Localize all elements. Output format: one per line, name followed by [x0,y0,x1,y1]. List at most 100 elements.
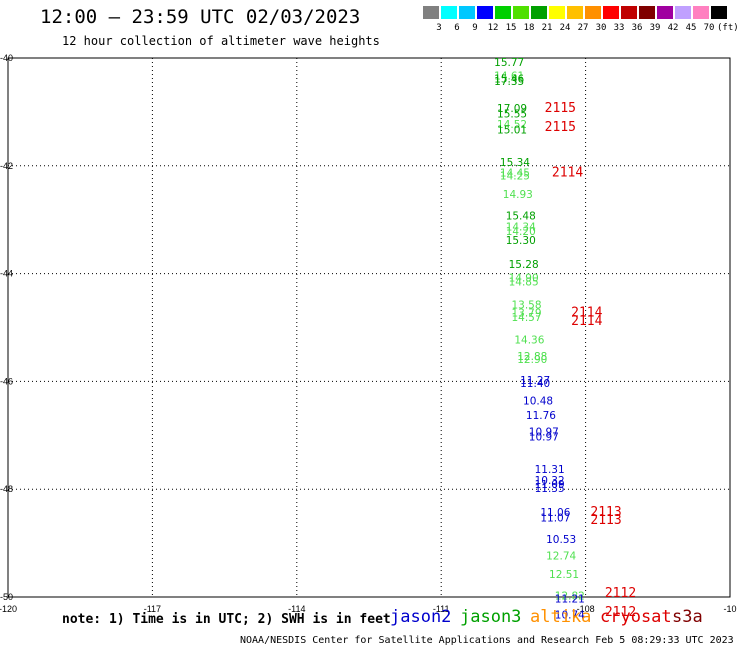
x-tick-label: -114 [288,604,305,614]
chart-subtitle: 12 hour collection of altimeter wave hei… [62,34,380,48]
track-label: 2114 [571,306,602,321]
swh-label: 13.79 [511,308,541,320]
colorbar-unit: (ft) [717,23,739,33]
colorbar-label: 12 [487,23,499,33]
legend-jason3: jason3 [460,607,522,627]
y-tick-label: -50 [0,592,13,602]
colorbar-swatch [675,6,691,19]
swh-label: 17.35 [494,76,524,88]
x-tick-label: -117 [144,604,161,614]
swh-label: 11.35 [535,483,565,495]
swh-label: 10.74 [555,610,585,622]
swh-label: 15.34 [500,157,530,169]
colorbar-label: 18 [523,23,535,33]
swh-label: 10.48 [523,396,553,408]
swh-label: 12.74 [546,550,576,562]
swh-label: 14.25 [500,170,530,182]
colorbar-label: 15 [505,23,517,33]
colorbar-label: 39 [649,23,661,33]
swh-label: 11.31 [535,464,565,476]
track-label: 2112 [605,605,636,620]
swh-label: 14.52 [497,119,527,131]
swh-label: 14.36 [514,335,544,347]
colorbar-label: 6 [454,23,460,33]
x-tick-label: -108 [577,604,595,614]
x-tick-label: -10 [723,604,736,614]
footer-credit: NOAA/NESDIS Center for Satellite Applica… [240,635,734,646]
y-tick-label: -40 [0,53,13,63]
swh-label: 15.55 [497,108,527,120]
swh-label: 11.21 [555,593,585,605]
track-label: 2114 [552,166,583,181]
colorbar-swatch [711,6,727,19]
colorbar-swatch [693,6,709,19]
track-label: 2114 [571,314,602,329]
swh-label: 14.45 [500,168,530,180]
colorbar-swatch [477,6,493,19]
colorbar-label: 36 [631,23,643,33]
swh-label: 12.88 [517,351,547,363]
colorbar-label: 24 [559,23,571,33]
track-label: 2113 [590,513,621,528]
swh-label: 11.27 [520,375,550,387]
colorbar-swatch [549,6,565,19]
colorbar-swatch [513,6,529,19]
colorbar-swatch [459,6,475,19]
swh-label: 14.20 [506,226,536,238]
swh-label: 15.77 [494,57,524,69]
swh-label: 13.58 [511,300,541,312]
swh-label: 12.90 [517,354,547,366]
swh-label: 10.53 [546,534,576,546]
swh-label: 12.82 [555,591,585,603]
swh-label: 15.30 [506,235,536,247]
colorbar-label: 30 [595,23,607,33]
swh-label: 11.09 [535,479,565,491]
swh-label: 11.06 [540,507,570,519]
colorbar-swatch [531,6,547,19]
colorbar-swatch [441,6,457,19]
x-tick-label: -120 [0,604,17,614]
y-tick-label: -48 [0,484,13,494]
colorbar-label: 3 [436,23,442,33]
colorbar-label: 27 [577,23,589,33]
colorbar-label: 21 [541,23,553,33]
swh-label: 17.09 [497,103,527,115]
swh-label: 14.85 [509,276,539,288]
swh-label: 15.48 [506,211,536,223]
swh-label: 15.46 [494,73,524,85]
colorbar-swatch [585,6,601,19]
swh-label: 10.97 [529,432,559,444]
y-tick-label: -46 [0,376,13,386]
colorbar-swatch [657,6,673,19]
legend-altika: altika [530,607,592,627]
colorbar-label: 9 [472,23,478,33]
track-label: 2115 [545,120,576,135]
swh-label: 14.57 [511,312,541,324]
footer-note: note: 1) Time is in UTC; 2) SWH is in fe… [62,612,391,627]
swh-label: 11.76 [526,410,556,422]
x-tick-label: -111 [433,604,450,614]
legend-cryosat: cryosat [600,607,672,627]
colorbar-swatch [423,6,439,19]
colorbar-swatch [621,6,637,19]
track-label: 2113 [590,505,621,520]
chart-title: 12:00 — 23:59 UTC 02/03/2023 [40,6,361,28]
swh-label: 15.28 [509,259,539,271]
swh-label: 14.61 [494,71,524,83]
colorbar-label: 70 [703,23,715,33]
colorbar-label: 33 [613,23,625,33]
track-label: 2112 [605,586,636,601]
plot-frame [7,57,731,598]
swh-label: 11.40 [520,378,550,390]
colorbar-swatch [603,6,619,19]
swh-label: 10.32 [535,475,565,487]
colorbar-swatch [639,6,655,19]
swh-label: 15.01 [497,124,527,136]
colorbar-swatch [567,6,583,19]
swh-label: 11.07 [540,513,570,525]
legend-s3a: s3a [672,607,703,627]
swh-label: 14.90 [509,273,539,285]
legend-jason2: jason2 [390,607,452,627]
swh-label: 12.51 [549,569,579,581]
